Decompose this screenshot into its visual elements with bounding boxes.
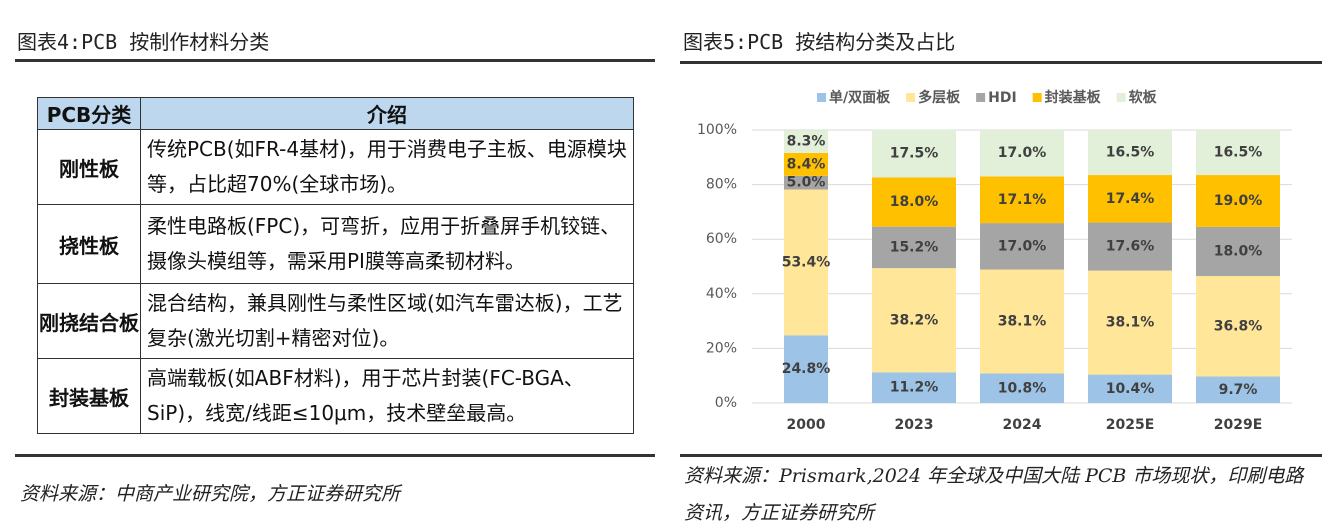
bar-segment bbox=[872, 372, 956, 403]
bar-segment bbox=[980, 373, 1064, 403]
bar-segment bbox=[980, 130, 1064, 177]
bar-segment bbox=[1088, 130, 1172, 176]
bar-segment bbox=[980, 176, 1064, 224]
bar-segment bbox=[1196, 376, 1280, 403]
data-label: 38.1% bbox=[998, 314, 1047, 330]
data-label: 16.5% bbox=[1106, 145, 1155, 161]
bar-segment bbox=[1196, 130, 1280, 176]
data-label: 15.2% bbox=[890, 239, 939, 255]
bar-segment bbox=[980, 223, 1064, 270]
x-tick-label: 2023 bbox=[895, 417, 934, 433]
data-label: 8.4% bbox=[787, 156, 826, 172]
source: 资料来源：中商产业研究院，方正证券研究所 bbox=[20, 483, 401, 505]
rule bbox=[680, 61, 1322, 64]
x-tick-label: 2029E bbox=[1214, 417, 1263, 433]
bar-segment bbox=[1088, 175, 1172, 223]
bar-segment bbox=[872, 268, 956, 373]
bar-segment bbox=[784, 130, 828, 153]
x-tick-label: 2025E bbox=[1106, 417, 1155, 433]
cell: 挠性板 bbox=[37, 204, 141, 284]
chart-title: 图表5:PCB 按结构分类及占比 bbox=[683, 30, 956, 54]
data-label: 24.8% bbox=[782, 361, 831, 377]
bar-segment bbox=[784, 175, 828, 190]
bar-segment bbox=[1196, 175, 1280, 227]
legend-label: 多层板 bbox=[918, 89, 961, 106]
legend-swatch bbox=[906, 93, 916, 102]
legend-label: 单/双面板 bbox=[829, 89, 891, 106]
row: 挠性板 柔性电路板(FPC)，可弯折，应用于折叠屏手机铰链、摄像头模组等，需采用P… bbox=[37, 204, 634, 284]
bar-segment bbox=[872, 177, 956, 227]
bar-segment bbox=[980, 269, 1064, 374]
y-tick-label: 60% bbox=[706, 231, 737, 247]
data-label: 17.6% bbox=[1106, 239, 1155, 255]
header-cell: PCB分类 bbox=[37, 97, 141, 130]
data-label: 36.8% bbox=[1214, 318, 1263, 334]
y-tick-label: 40% bbox=[706, 286, 737, 302]
cell: 高端载板(如ABF材料)，用于芯片封装(FC-BGA、SiP)，线宽/线距≤10… bbox=[140, 358, 634, 434]
bar-segment bbox=[1088, 222, 1172, 271]
data-label: 10.8% bbox=[998, 380, 1047, 396]
legend-label: 软板 bbox=[1129, 89, 1158, 106]
cell: 混合结构，兼具刚性与柔性区域(如汽车雷达板)，工艺复杂(激光切割+精密对位)。 bbox=[140, 283, 634, 359]
y-tick-label: 0% bbox=[715, 395, 737, 411]
bar-segment bbox=[1196, 276, 1280, 377]
data-label: 8.3% bbox=[787, 134, 826, 150]
data-label: 17.5% bbox=[890, 146, 939, 162]
data-label: 16.5% bbox=[1214, 145, 1263, 161]
y-tick-label: 80% bbox=[706, 177, 737, 193]
x-tick-label: 2000 bbox=[787, 417, 826, 433]
data-label: 10.4% bbox=[1106, 381, 1155, 397]
rule bbox=[15, 59, 655, 62]
data-label: 53.4% bbox=[782, 254, 831, 270]
data-label: 38.1% bbox=[1106, 315, 1155, 331]
bar-segment bbox=[784, 335, 828, 403]
legend-swatch bbox=[1116, 93, 1126, 102]
bar-segment bbox=[1088, 270, 1172, 375]
data-label: 11.2% bbox=[890, 380, 939, 396]
legend-label: 封装基板 bbox=[1045, 89, 1102, 106]
cell: 传统PCB(如FR-4基材)，用于消费电子主板、电源模块等，占比超70%(全球市… bbox=[140, 129, 634, 205]
rule bbox=[15, 454, 655, 457]
data-label: 17.4% bbox=[1106, 191, 1155, 207]
data-label: 5.0% bbox=[787, 175, 826, 191]
data-label: 19.0% bbox=[1214, 193, 1263, 209]
legend-label: HDI bbox=[988, 90, 1017, 106]
bar-segment bbox=[784, 189, 828, 336]
data-label: 9.7% bbox=[1219, 382, 1258, 398]
table-title: 图表4:PCB 按制作材料分类 bbox=[17, 30, 270, 54]
data-label: 38.2% bbox=[890, 312, 939, 328]
y-tick-label: 20% bbox=[706, 340, 737, 356]
data-label: 17.0% bbox=[998, 238, 1047, 254]
data-label: 17.1% bbox=[998, 192, 1047, 208]
legend-swatch bbox=[976, 93, 986, 102]
cell: 柔性电路板(FPC)，可弯折，应用于折叠屏手机铰链、摄像头模组等，需采用PI膜等… bbox=[140, 204, 634, 284]
table: PCB分类 介绍 刚性板 传统PCB(如FR-4基材)，用于消费电子主板、电源模块等… bbox=[37, 97, 634, 434]
data-label: 17.0% bbox=[998, 145, 1047, 161]
legend-swatch bbox=[1032, 93, 1042, 102]
source: 资料来源：Prismark,2024 年全球及中国大陆 PCB 市场现状，印刷电… bbox=[684, 465, 1304, 524]
bar-segment bbox=[784, 152, 828, 176]
data-label: 18.0% bbox=[1214, 243, 1263, 259]
bar-segment bbox=[872, 226, 956, 269]
bar-segment bbox=[1088, 374, 1172, 403]
y-tick-label: 100% bbox=[697, 122, 737, 138]
bar-segment bbox=[872, 129, 956, 178]
bar-segment bbox=[1196, 226, 1280, 277]
data-label: 18.0% bbox=[890, 194, 939, 210]
legend-swatch bbox=[817, 93, 826, 102]
row: 封装基板 高端载板(如ABF材料)，用于芯片封装(FC-BGA、SiP)，线宽/线… bbox=[37, 358, 634, 434]
rule bbox=[680, 454, 1322, 457]
x-tick-label: 2024 bbox=[1003, 417, 1042, 433]
cell: 封装基板 bbox=[37, 358, 141, 434]
row: 刚性板 传统PCB(如FR-4基材)，用于消费电子主板、电源模块等，占比超70%(… bbox=[37, 129, 634, 205]
